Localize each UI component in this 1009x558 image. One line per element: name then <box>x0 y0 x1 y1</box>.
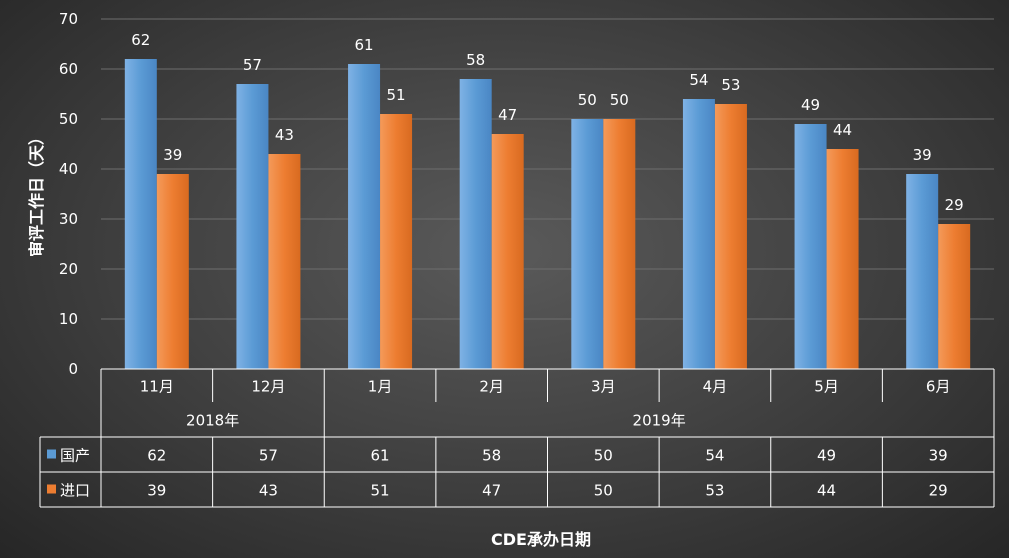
table-cell: 39 <box>929 447 948 465</box>
table-cell: 43 <box>259 482 278 500</box>
table-cell: 39 <box>147 482 166 500</box>
year-group-label: 2018年 <box>186 412 239 430</box>
data-label: 62 <box>131 31 150 49</box>
category-label: 11月 <box>140 378 174 396</box>
table-cell: 61 <box>371 447 390 465</box>
gridlines <box>101 18 994 370</box>
table-cell: 50 <box>594 482 613 500</box>
y-tick-label: 60 <box>59 60 78 78</box>
data-label: 29 <box>945 196 964 214</box>
year-group-label: 2019年 <box>633 412 686 430</box>
table-cell: 51 <box>371 482 390 500</box>
bar-imported <box>268 154 301 369</box>
y-tick-label: 70 <box>59 10 78 28</box>
category-label: 5月 <box>814 378 839 396</box>
category-label: 3月 <box>591 378 616 396</box>
category-label: 12月 <box>251 378 285 396</box>
y-tick-label: 40 <box>59 160 78 178</box>
category-label: 1月 <box>368 378 393 396</box>
series-name: 国产 <box>60 447 90 465</box>
bar-imported <box>491 134 524 369</box>
bar-domestic <box>906 174 939 369</box>
series-name: 进口 <box>60 482 90 500</box>
category-label: 6月 <box>926 378 951 396</box>
data-label: 53 <box>721 76 740 94</box>
table-cell: 49 <box>817 447 836 465</box>
table-cell: 29 <box>929 482 948 500</box>
y-axis-ticks: 0 10 20 30 40 50 60 70 <box>59 10 78 378</box>
bar-domestic <box>348 64 381 369</box>
bar-domestic <box>124 59 157 369</box>
data-label: 50 <box>610 91 629 109</box>
y-tick-label: 0 <box>68 360 78 378</box>
data-label: 54 <box>689 71 708 89</box>
legend-key <box>47 484 56 494</box>
data-labels: 62 39 57 43 61 51 58 47 50 50 54 53 49 44 39 29 <box>131 31 963 214</box>
data-label: 51 <box>387 86 406 104</box>
data-label: 61 <box>355 36 374 54</box>
bar-imported <box>603 119 636 369</box>
table-cell: 57 <box>259 447 278 465</box>
data-label: 39 <box>163 146 182 164</box>
bar-domestic <box>682 99 715 369</box>
data-label: 44 <box>833 121 852 139</box>
data-label: 50 <box>578 91 597 109</box>
bar-imported <box>938 224 971 369</box>
data-label: 43 <box>275 126 294 144</box>
legend-key <box>47 449 56 459</box>
table-cell: 53 <box>705 482 724 500</box>
y-tick-label: 50 <box>59 110 78 128</box>
data-label: 39 <box>913 146 932 164</box>
table-cell: 62 <box>147 447 166 465</box>
bar-imported <box>380 114 413 369</box>
bar-imported <box>714 104 747 369</box>
table-cell: 58 <box>482 447 501 465</box>
table-cell: 54 <box>705 447 724 465</box>
bars <box>124 59 971 369</box>
bar-domestic <box>571 119 604 369</box>
data-label: 49 <box>801 96 820 114</box>
table-cell: 47 <box>482 482 501 500</box>
table-cell: 50 <box>594 447 613 465</box>
table-cell: 44 <box>817 482 836 500</box>
bar-domestic <box>794 124 827 369</box>
data-label: 57 <box>243 56 262 74</box>
bar-imported <box>156 174 189 369</box>
y-tick-label: 30 <box>59 210 78 228</box>
category-label: 4月 <box>703 378 728 396</box>
bar-imported <box>826 149 859 369</box>
data-label: 47 <box>498 106 517 124</box>
y-tick-label: 10 <box>59 310 78 328</box>
data-label: 58 <box>466 51 485 69</box>
y-axis-title: 审评工作日（天） <box>27 129 46 257</box>
category-label: 2月 <box>479 378 504 396</box>
y-tick-label: 20 <box>59 260 78 278</box>
bar-domestic <box>236 84 269 369</box>
x-axis-title: CDE承办日期 <box>491 530 591 549</box>
bar-domestic <box>459 79 492 369</box>
